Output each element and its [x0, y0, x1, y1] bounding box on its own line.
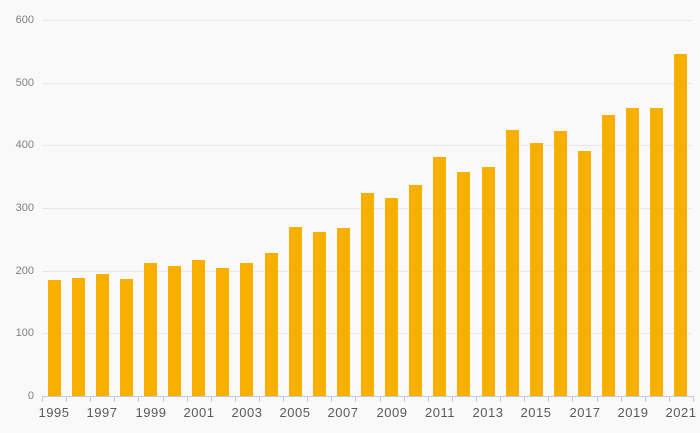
x-axis-tick-label: 1999 — [135, 405, 167, 420]
x-axis-tick-label: 2019 — [617, 405, 649, 420]
bar-2016 — [554, 131, 567, 396]
x-axis-tick-label: 2021 — [665, 405, 697, 420]
bar-2006 — [313, 232, 326, 396]
x-axis-tick — [380, 396, 381, 402]
y-gridline — [42, 145, 692, 146]
y-axis-tick-label: 500 — [15, 77, 34, 89]
bar-2011 — [433, 157, 446, 396]
x-axis-tick — [42, 396, 43, 402]
x-axis-tick — [66, 396, 67, 402]
x-axis-tick — [355, 396, 356, 402]
x-axis-tick — [621, 396, 622, 402]
x-axis-tick — [452, 396, 453, 402]
x-axis-tick-label: 2007 — [327, 405, 359, 420]
x-axis-tick — [669, 396, 670, 402]
x-axis-tick-label: 2005 — [279, 405, 311, 420]
y-axis-tick-label: 100 — [15, 327, 34, 339]
y-axis-tick-label: 600 — [15, 14, 34, 26]
y-axis-tick-label: 300 — [15, 202, 34, 214]
bar-2009 — [385, 198, 398, 396]
bar-2001 — [192, 260, 205, 396]
x-axis-tick — [404, 396, 405, 402]
x-axis-tick — [572, 396, 573, 402]
x-axis-tick — [163, 396, 164, 402]
x-axis-tick — [693, 396, 694, 402]
x-axis-tick — [524, 396, 525, 402]
x-axis-tick — [500, 396, 501, 402]
x-axis-tick — [138, 396, 139, 402]
y-axis-tick-label: 200 — [15, 265, 34, 277]
bar-1997 — [96, 274, 109, 396]
x-axis-tick — [283, 396, 284, 402]
y-axis-tick-label: 400 — [15, 139, 34, 151]
bar-2004 — [265, 253, 278, 396]
x-axis-tick — [235, 396, 236, 402]
bar-2005 — [289, 227, 302, 396]
x-axis-tick — [114, 396, 115, 402]
x-axis-tick-label: 1995 — [38, 405, 70, 420]
x-axis-tick-label: 2015 — [520, 405, 552, 420]
y-axis-tick-label: 0 — [27, 390, 34, 402]
bar-2003 — [240, 263, 253, 396]
x-axis-tick — [187, 396, 188, 402]
bar-2010 — [409, 185, 422, 396]
bar-1995 — [48, 280, 61, 396]
bar-1996 — [72, 278, 85, 396]
x-axis-tick — [307, 396, 308, 402]
bar-2000 — [168, 266, 181, 396]
x-axis-tick-label: 2003 — [231, 405, 263, 420]
x-axis-tick-label: 2009 — [376, 405, 408, 420]
bar-2002 — [216, 268, 229, 396]
x-axis-tick — [597, 396, 598, 402]
bar-2013 — [482, 167, 495, 396]
x-axis-tick-label: 2017 — [569, 405, 601, 420]
x-axis-tick-label: 2001 — [183, 405, 215, 420]
bar-2017 — [578, 151, 591, 396]
bar-2012 — [457, 172, 470, 396]
x-axis-tick — [90, 396, 91, 402]
bar-2007 — [337, 228, 350, 396]
bar-2008 — [361, 193, 374, 396]
x-axis-tick-label: 1997 — [86, 405, 118, 420]
x-axis-tick-label: 2013 — [472, 405, 504, 420]
x-axis-tick — [548, 396, 549, 402]
bar-2014 — [506, 130, 519, 396]
x-axis-line — [42, 396, 694, 397]
bar-1999 — [144, 263, 157, 396]
x-axis-tick — [476, 396, 477, 402]
x-axis-tick — [428, 396, 429, 402]
y-gridline — [42, 83, 692, 84]
x-axis-tick — [645, 396, 646, 402]
bar-2019 — [626, 108, 639, 396]
bar-2015 — [530, 143, 543, 396]
x-axis-tick — [211, 396, 212, 402]
bar-2021 — [674, 54, 687, 396]
bar-2018 — [602, 115, 615, 396]
x-axis-tick-label: 2011 — [425, 405, 455, 420]
bar-2020 — [650, 108, 663, 396]
x-axis-tick — [259, 396, 260, 402]
bar-1998 — [120, 279, 133, 396]
y-gridline — [42, 20, 692, 21]
x-axis-tick — [331, 396, 332, 402]
